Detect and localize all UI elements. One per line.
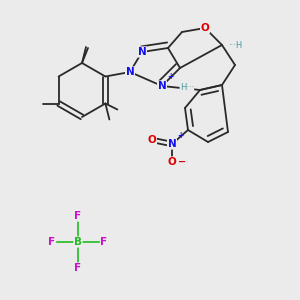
Text: F: F (74, 263, 82, 273)
Text: F: F (74, 211, 82, 221)
Text: +: + (177, 131, 183, 140)
Text: +: + (167, 72, 173, 81)
Text: O: O (148, 135, 156, 145)
Text: ···H: ···H (228, 40, 242, 50)
Text: O: O (201, 23, 209, 33)
Text: F: F (48, 237, 56, 247)
Text: O: O (168, 157, 176, 167)
Text: H···: H··· (180, 83, 194, 92)
Text: B: B (74, 237, 82, 247)
Text: N: N (138, 47, 146, 57)
Text: N: N (126, 67, 134, 77)
Text: N: N (158, 81, 166, 91)
Text: N: N (168, 139, 176, 149)
Text: −: − (178, 157, 186, 167)
Text: F: F (100, 237, 108, 247)
